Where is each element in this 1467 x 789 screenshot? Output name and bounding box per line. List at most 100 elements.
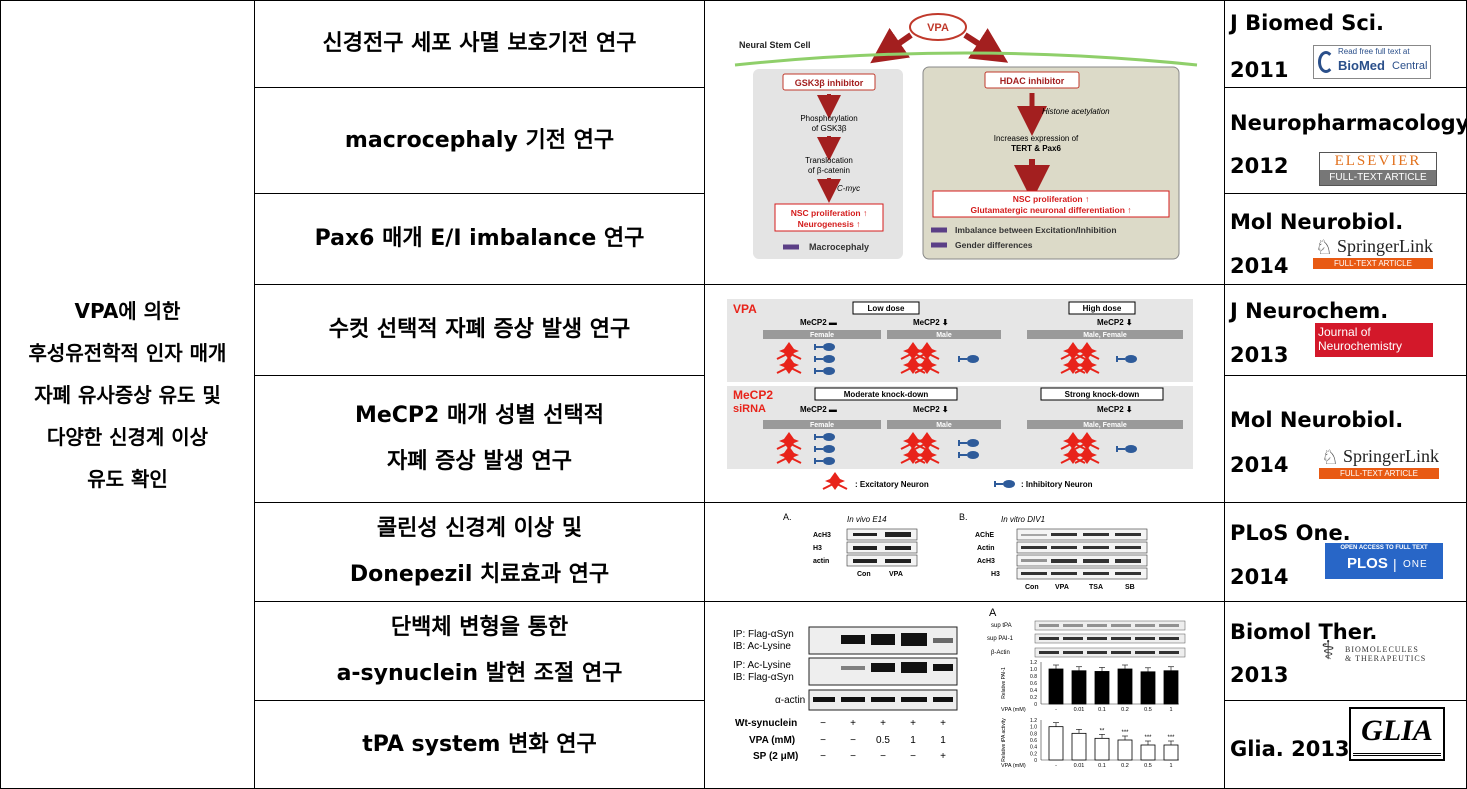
x-tick-label: 0.2 [1121,763,1129,769]
bar [1163,744,1179,761]
biomolecules-therapeutics-logo: ⚕ BIOMOLECULES & THERAPEUTICS [1319,636,1439,670]
summary-line: 후성유전학적 인자 매개 [28,340,227,365]
blot-row-label: AcH3 [977,558,995,565]
topic-cell: 신경전구 세포 사멸 보호기전 연구 [254,0,705,88]
journal-name: Glia. 2013 [1230,737,1350,761]
journal-year: 2014 [1230,254,1289,278]
journal-name: J Neurochem. [1230,299,1389,323]
x-tick-label: 0.1 [1098,707,1106,713]
biomed-central-text: Central [1392,60,1428,72]
y-tick-label: 1.0 [1030,667,1037,673]
blot-strip [1034,633,1186,644]
blot-strip [1034,647,1186,658]
y-tick-label: 0 [1034,702,1037,708]
vpa-arrow-left [870,27,913,64]
topic-text: 콜린성 신경계 이상 및 [376,516,583,541]
group-label: Male, Female [1083,422,1127,429]
blot-col-label: TSA [1089,584,1103,591]
vpa-arrow-right [963,28,1009,63]
blot-row-label: actin [813,558,829,565]
plos-separator: | [1393,556,1397,572]
ip-label: IP: Flag-αSyn [733,629,794,640]
plos-top: OPEN ACCESS TO FULL TEXT [1340,545,1428,551]
legend-inhibitory: : Inhibitory Neuron [1021,480,1093,489]
blot-row-label: β-Actin [991,650,1010,656]
sirna-label: MeCP2 [733,388,773,402]
journal-name: Mol Neurobiol. [1230,210,1404,234]
vpa-panel-label: VPA [733,302,757,316]
topic-cell: 단백체 변형을 통한 a-synuclein 발현 조절 연구 [254,601,705,701]
jneuro-line2: Neurochemistry [1318,339,1403,353]
low-dose-box [852,301,920,315]
panel-a-title: In vivo E14 [847,515,887,524]
right-result2: Glutamatergic neuronal differentiation ↑ [970,205,1131,215]
group-bar [1027,330,1183,339]
journal-year: 2012 [1230,154,1289,178]
condition-value: + [880,718,886,729]
biomed-small-text: Read free full text at [1338,47,1410,56]
ib-label: IB: Ac-Lysine [733,641,791,652]
journal-cell: PLoS One. 2014 OPEN ACCESS TO FULL TEXT … [1224,502,1467,602]
condition-value: − [880,751,886,762]
plos-sub: ONE [1403,559,1428,570]
topic-cell: MeCP2 매개 성별 선택적 자폐 증상 발생 연구 [254,375,705,503]
journal-year: 2014 [1230,453,1289,477]
excitatory-legend-icon [822,471,848,491]
condition-value: + [910,718,916,729]
springerlink-logo: ♘ SpringerLink FULL-TEXT ARTICLE [1313,234,1433,270]
topic-text: 자폐 증상 발생 연구 [387,449,572,474]
gsk3b-box [782,73,876,91]
bar [1071,670,1087,705]
blot-row-label: Actin [977,545,995,552]
y-axis-label: Relative tPA activity [1001,718,1007,762]
x-tick-label: - [1055,763,1057,769]
mecp2-label: MeCP2 ⬇ [913,405,949,414]
sex-selective-figure: VPA Low dose High dose MeCP2 ▬ MeCP2 ⬇ M… [727,299,1193,491]
legend-excitatory: : Excitatory Neuron [855,480,929,489]
x-axis-label: VPA (mM) [1001,763,1026,769]
mecp2-label: MeCP2 ⬇ [913,318,949,327]
springer-sub: FULL-TEXT ARTICLE [1313,258,1433,269]
topic-cell: tPA system 변화 연구 [254,700,705,789]
condition-value: + [940,751,946,762]
journal-name: J Biomed Sci. [1230,11,1384,35]
bar [1140,671,1156,705]
y-tick-label: 0.2 [1030,695,1037,701]
right-result1: NSC proliferation ↑ [1013,194,1090,204]
blot-strip [1016,541,1148,554]
x-tick-label: 0.1 [1098,763,1106,769]
journal-year: 2013 [1230,663,1289,687]
y-tick-label: 0.4 [1030,688,1037,694]
summary-line: 유도 확인 [87,466,168,491]
journal-name: Biomol Ther. [1230,620,1378,644]
condition-value: + [850,718,856,729]
inhibitory-legend-icon [994,479,1016,489]
high-dose-box [1068,301,1136,315]
biomol-line2: & THERAPEUTICS [1345,654,1427,663]
left-outcome: Macrocephaly [809,242,869,252]
journal-year: 2013 [1230,343,1289,367]
left-step3: C-myc [837,184,860,193]
y-tick-label: 1.2 [1030,660,1037,666]
right-step2a: Increases expression of [994,134,1079,143]
vpa-mechanism-figure: VPA Neural Stem Cell GSK3β inhibitor Pho… [734,13,1198,260]
y-tick-label: 0.4 [1030,745,1037,751]
left-result1: NSC proliferation ↑ [791,208,868,218]
y-tick-label: 0.2 [1030,751,1037,757]
jneuro-line1: Journal of [1318,325,1371,339]
topic-cell: macrocephaly 기전 연구 [254,87,705,194]
journal-year: 2011 [1230,58,1289,82]
vpa-label: VPA [927,22,949,34]
right-step2b: TERT & Pax6 [1011,144,1061,153]
x-tick-label: 0.5 [1144,763,1152,769]
significance-label: *** [1167,735,1175,741]
mecp2-label: MeCP2 ⬇ [1097,318,1133,327]
plos-name: PLOS [1347,555,1388,572]
x-tick-label: 1 [1169,763,1172,769]
summary-line: VPA에 의한 [74,298,181,323]
hdac-label: HDAC inhibitor [1000,76,1065,86]
blot-strip [1016,554,1148,567]
condition-value: 0.5 [876,735,890,746]
bar [1163,670,1179,705]
group-bar [887,330,1001,339]
